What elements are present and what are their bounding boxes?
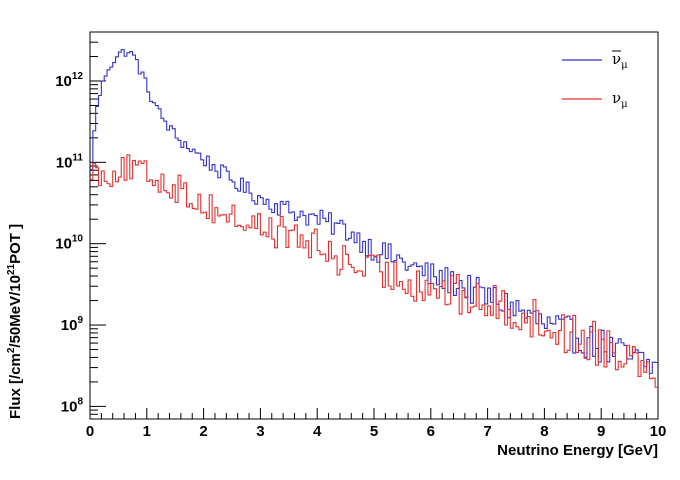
y-axis-title-sup-1: 2 <box>6 347 17 353</box>
x-tick-label: 4 <box>313 423 322 440</box>
x-axis: 0 1 2 3 4 5 6 7 8 9 10 <box>86 408 667 440</box>
plot-area <box>89 31 659 420</box>
y-tick-label: 1010 <box>55 234 83 253</box>
y-axis-title-part-3: POT ] <box>7 224 24 264</box>
y-tick-label: 1011 <box>56 152 84 171</box>
svg-text:νμ: νμ <box>612 50 628 71</box>
legend-label-numu: νμ <box>612 89 628 110</box>
x-tick-label: 7 <box>483 423 491 440</box>
y-axis-title-part-1: Flux [/cm <box>7 353 24 419</box>
x-tick-label: 5 <box>370 423 378 440</box>
x-tick-label: 3 <box>256 423 264 440</box>
y-axis-title-sup-2: 21 <box>6 263 17 275</box>
legend-numu-base: ν <box>612 89 621 107</box>
x-tick-label: 10 <box>650 423 667 440</box>
x-axis-title: Neutrino Energy [GeV] <box>497 442 658 459</box>
x-tick-label: 8 <box>540 423 548 440</box>
x-tick-label: 2 <box>199 423 207 440</box>
y-tick-label: 109 <box>61 315 84 334</box>
legend-label-numubar: νμ <box>612 50 628 71</box>
legend-numu-sub: μ <box>621 99 628 110</box>
x-tick-label: 6 <box>427 423 435 440</box>
legend-numubar-sub: μ <box>621 60 628 71</box>
y-tick-label: 108 <box>61 396 84 415</box>
series-numubar-line <box>90 49 658 374</box>
y-axis: 108 109 1010 1011 1012 <box>55 31 106 420</box>
legend-numubar-base: ν <box>612 50 621 68</box>
y-tick-label: 1012 <box>55 71 83 90</box>
series-layer <box>90 49 658 388</box>
legend: νμ νμ <box>562 50 628 110</box>
x-tick-label: 1 <box>143 423 151 440</box>
y-axis-title: Flux [/cm2/50MeV/1021POT ] <box>6 224 24 419</box>
x-tick-label: 9 <box>597 423 605 440</box>
x-tick-label: 0 <box>86 423 94 440</box>
series-numu-line <box>90 154 658 388</box>
plot-frame <box>89 31 659 420</box>
y-axis-title-part-2: /50MeV/10 <box>7 275 24 348</box>
